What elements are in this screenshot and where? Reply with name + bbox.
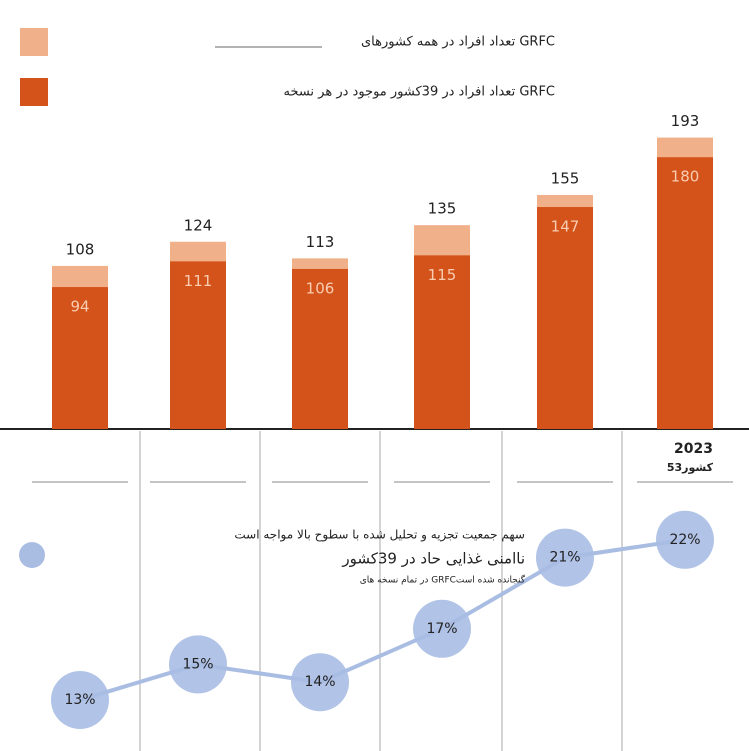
share-dot <box>656 510 714 569</box>
legend-swatch <box>20 78 48 106</box>
share-legend-dot <box>19 542 45 568</box>
bar <box>537 207 593 429</box>
share-dot <box>51 671 109 729</box>
share-dot <box>413 599 471 658</box>
bar <box>414 255 470 429</box>
legend-swatch <box>20 28 48 56</box>
bar <box>52 287 108 429</box>
share-legend-text: سهم جمعیت تجزیه و تحلیل شده با سطوح بالا… <box>234 528 525 543</box>
legend-label: تعداد افراد در همه کشورهای GRFC <box>361 35 555 50</box>
bar-inner-label: 94 <box>70 298 89 316</box>
share-dot <box>291 653 349 712</box>
legend-label: تعداد افراد در 39کشور موجود در هر نسخه G… <box>283 85 555 100</box>
x-sublabel: 53کشور <box>667 461 714 474</box>
bar-inner-label: 180 <box>671 168 700 186</box>
share-dot <box>169 635 227 694</box>
bar-inner-label: 115 <box>428 266 457 284</box>
share-label: 21% <box>549 550 580 566</box>
bar-inner-label: 106 <box>306 279 335 297</box>
share-dot <box>536 528 594 587</box>
bar-inner-label: 147 <box>551 218 580 236</box>
share-label: 15% <box>182 656 213 672</box>
bar-total-label: 155 <box>551 169 580 187</box>
x-tick-label: 2023 <box>674 441 713 457</box>
bar-total-label: 124 <box>184 216 213 234</box>
share-legend-text: ناامنی غذایی حاد در 39کشور <box>341 550 525 568</box>
share-label: 13% <box>64 692 95 708</box>
bar-inner-label: 111 <box>184 272 213 290</box>
bar-total-label: 113 <box>306 233 335 251</box>
bar-total-label: 108 <box>66 240 95 258</box>
bar <box>292 268 348 429</box>
bar <box>170 261 226 429</box>
bar <box>657 157 713 429</box>
bar-total-label: 193 <box>671 112 700 130</box>
share-label: 22% <box>669 532 700 548</box>
share-label: 17% <box>426 621 457 637</box>
share-label: 14% <box>304 674 335 690</box>
bar-total-label: 135 <box>428 200 457 218</box>
share-legend-text: در تمام نسخه های GRFCگنجانده شده است <box>360 574 526 586</box>
